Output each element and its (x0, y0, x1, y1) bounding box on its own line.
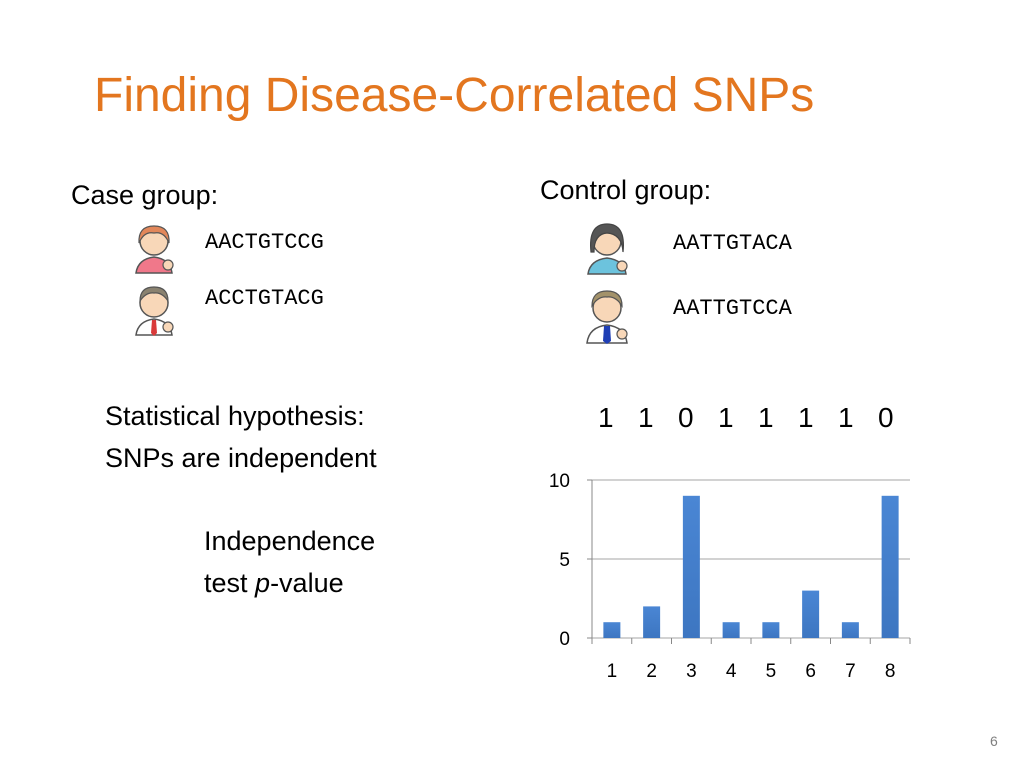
bit-value: 1 (718, 402, 734, 433)
slide-title: Finding Disease-Correlated SNPs (94, 69, 815, 122)
x-tick-label: 2 (646, 661, 657, 682)
bar (762, 622, 780, 638)
bar (682, 495, 700, 638)
man-avatar-icon (130, 283, 178, 344)
x-tick-label: 5 (766, 661, 777, 682)
bit-value: 1 (838, 402, 854, 433)
bit-value: 1 (598, 402, 614, 433)
bit-value: 1 (638, 402, 654, 433)
bit-value: 0 (878, 402, 894, 433)
hypothesis-line-2: SNPs are independent (105, 443, 377, 473)
x-tick-label: 6 (805, 661, 816, 682)
control-sequence-1: AATTGTACA (673, 231, 792, 256)
case-sequence-1: AACTGTCCG (205, 230, 324, 255)
snp-bar-chart: 0 5 10 1 2 3 4 5 6 7 8 (549, 471, 911, 682)
x-tick-label: 3 (686, 661, 697, 682)
bar (841, 622, 859, 638)
hypothesis-text: Statistical hypothesis: SNPs are indepen… (105, 395, 377, 479)
test-line-2-italic: p (255, 568, 271, 598)
y-tick-label: 0 (559, 629, 570, 650)
x-tick-label: 8 (885, 661, 896, 682)
bar (603, 622, 621, 638)
bar (802, 590, 820, 638)
x-tick-label: 7 (845, 661, 856, 682)
case-group-label: Case group: (71, 180, 219, 210)
test-line-2: test p-value (204, 562, 375, 604)
test-line-2-prefix: test (204, 568, 256, 598)
independence-test-text: Independence test p-value (204, 520, 375, 604)
control-group-label: Control group: (540, 175, 712, 205)
bar (722, 622, 740, 638)
man-avatar-icon (582, 287, 632, 352)
x-tick-label: 4 (726, 661, 737, 682)
test-line-2-suffix: -value (270, 568, 344, 598)
y-tick-label: 5 (559, 550, 570, 571)
y-tick-label: 10 (549, 471, 570, 492)
case-sequence-2: ACCTGTACG (205, 286, 324, 311)
bar (881, 495, 899, 638)
bit-value: 1 (758, 402, 774, 433)
page-number: 6 (990, 733, 998, 749)
hypothesis-line-1: Statistical hypothesis: (105, 401, 365, 431)
test-line-1: Independence (204, 526, 376, 556)
x-tick-label: 1 (607, 661, 618, 682)
bit-value: 0 (678, 402, 694, 433)
bar (643, 606, 661, 638)
woman-avatar-icon (582, 220, 632, 283)
bit-value: 1 (798, 402, 814, 433)
control-sequence-2: AATTGTCCA (673, 296, 792, 321)
woman-avatar-icon (130, 221, 178, 282)
